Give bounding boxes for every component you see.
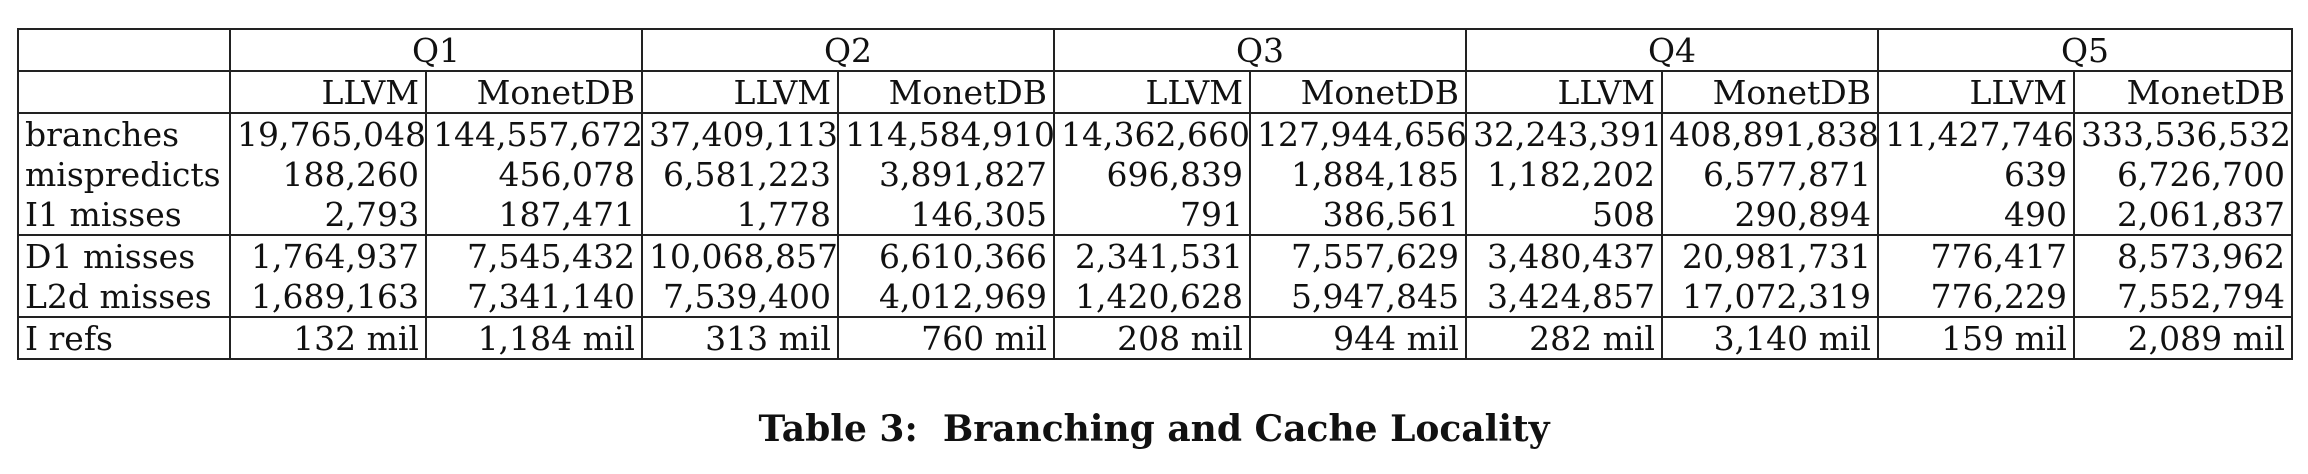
table-cell: 776,417 xyxy=(1877,235,2075,276)
table-cell: 1,184 mil xyxy=(425,317,643,360)
table-cell: 127,944,656 xyxy=(1249,113,1467,154)
table-cell: 2,793 xyxy=(229,194,427,236)
system-header-monetdb: MonetDB xyxy=(1661,71,1879,114)
system-header-monetdb: MonetDB xyxy=(2073,71,2293,114)
query-header-q1: Q1 xyxy=(229,28,643,72)
table-cell: 19,765,048 xyxy=(229,113,427,154)
table-cell: 6,577,871 xyxy=(1661,154,1879,194)
table-cell: 6,581,223 xyxy=(641,154,839,194)
query-header-q4: Q4 xyxy=(1465,28,1879,72)
table-cell: 7,539,400 xyxy=(641,276,839,318)
query-header-q2: Q2 xyxy=(641,28,1055,72)
system-header-llvm: LLVM xyxy=(229,71,427,114)
table-cell: 290,894 xyxy=(1661,194,1879,236)
table-cell: 187,471 xyxy=(425,194,643,236)
table-cell: 17,072,319 xyxy=(1661,276,1879,318)
table-cell: 760 mil xyxy=(837,317,1055,360)
table-cell: 6,726,700 xyxy=(2073,154,2293,194)
caption-text: Branching and Cache Locality xyxy=(942,408,1550,450)
table-cell: 146,305 xyxy=(837,194,1055,236)
system-header-llvm: LLVM xyxy=(1053,71,1251,114)
table-cell: 944 mil xyxy=(1249,317,1467,360)
table-row: I refs 132 mil 1,184 mil 313 mil 760 mil 208 … xyxy=(17,317,2293,360)
table-cell: 313 mil xyxy=(641,317,839,360)
table-cell: 2,089 mil xyxy=(2073,317,2293,360)
query-header-q3: Q3 xyxy=(1053,28,1467,72)
query-header-row: Q1 Q2 Q3 Q4 Q5 xyxy=(17,28,2293,72)
table-cell: 7,545,432 xyxy=(425,235,643,276)
table-cell: 4,012,969 xyxy=(837,276,1055,318)
table-cell: 7,552,794 xyxy=(2073,276,2293,318)
table-cell: 10,068,857 xyxy=(641,235,839,276)
table-cell: 3,480,437 xyxy=(1465,235,1663,276)
table-row: branches 19,765,048 144,557,672 37,409,113 1… xyxy=(17,113,2293,154)
table-cell: 11,427,746 xyxy=(1877,113,2075,154)
table-row: D1 misses 1,764,937 7,545,432 10,068,857 6,6… xyxy=(17,235,2293,276)
row-label: mispredicts xyxy=(17,154,231,194)
row-label: branches xyxy=(17,113,231,154)
table-cell: 508 xyxy=(1465,194,1663,236)
table-cell: 791 xyxy=(1053,194,1251,236)
table-cell: 776,229 xyxy=(1877,276,2075,318)
table-cell: 3,424,857 xyxy=(1465,276,1663,318)
table-cell: 5,947,845 xyxy=(1249,276,1467,318)
table-cell: 188,260 xyxy=(229,154,427,194)
query-header-q5: Q5 xyxy=(1877,28,2293,72)
table-cell: 490 xyxy=(1877,194,2075,236)
table-cell: 1,884,185 xyxy=(1249,154,1467,194)
table-cell: 2,341,531 xyxy=(1053,235,1251,276)
row-label: D1 misses xyxy=(17,235,231,276)
table-cell: 1,689,163 xyxy=(229,276,427,318)
table-cell: 3,140 mil xyxy=(1661,317,1879,360)
table-cell: 2,061,837 xyxy=(2073,194,2293,236)
table-cell: 8,573,962 xyxy=(2073,235,2293,276)
table-row: L2d misses 1,689,163 7,341,140 7,539,400 4,0… xyxy=(17,276,2293,318)
cache-locality-table: Q1 Q2 Q3 Q4 Q5 LLVM MonetDB LLVM MonetDB LLVM Mone… xyxy=(17,28,2293,360)
row-label: L2d misses xyxy=(17,276,231,318)
table-cell: 639 xyxy=(1877,154,2075,194)
table-row: I1 misses 2,793 187,471 1,778 146,305 791 386,… xyxy=(17,194,2293,236)
table-row: mispredicts 188,260 456,078 6,581,223 3,891,… xyxy=(17,154,2293,194)
system-header-llvm: LLVM xyxy=(1465,71,1663,114)
table-cell: 6,610,366 xyxy=(837,235,1055,276)
system-header-monetdb: MonetDB xyxy=(425,71,643,114)
table-cell: 282 mil xyxy=(1465,317,1663,360)
system-header-row: LLVM MonetDB LLVM MonetDB LLVM MonetDB LLVM Mon… xyxy=(17,71,2293,114)
table-cell: 208 mil xyxy=(1053,317,1251,360)
table-caption: Table 3: Branching and Cache Locality xyxy=(0,408,2308,450)
table-cell: 144,557,672 xyxy=(425,113,643,154)
table-cell: 333,536,532 xyxy=(2073,113,2293,154)
row-label: I1 misses xyxy=(17,194,231,236)
table-cell: 1,420,628 xyxy=(1053,276,1251,318)
table-cell: 37,409,113 xyxy=(641,113,839,154)
table-cell: 20,981,731 xyxy=(1661,235,1879,276)
table-cell: 1,764,937 xyxy=(229,235,427,276)
table-cell: 132 mil xyxy=(229,317,427,360)
table-cell: 408,891,838 xyxy=(1661,113,1879,154)
results-table-container: Q1 Q2 Q3 Q4 Q5 LLVM MonetDB LLVM MonetDB LLVM Mone… xyxy=(17,28,2293,360)
table-cell: 7,557,629 xyxy=(1249,235,1467,276)
table-cell: 696,839 xyxy=(1053,154,1251,194)
table-cell: 3,891,827 xyxy=(837,154,1055,194)
table-cell: 1,182,202 xyxy=(1465,154,1663,194)
table-cell: 159 mil xyxy=(1877,317,2075,360)
table-cell: 32,243,391 xyxy=(1465,113,1663,154)
corner-cell xyxy=(17,71,231,114)
system-header-llvm: LLVM xyxy=(1877,71,2075,114)
table-cell: 7,341,140 xyxy=(425,276,643,318)
table-cell: 386,561 xyxy=(1249,194,1467,236)
corner-cell xyxy=(17,28,231,72)
table-cell: 14,362,660 xyxy=(1053,113,1251,154)
table-cell: 1,778 xyxy=(641,194,839,236)
system-header-monetdb: MonetDB xyxy=(1249,71,1467,114)
system-header-monetdb: MonetDB xyxy=(837,71,1055,114)
row-label: I refs xyxy=(17,317,231,360)
table-body: Q1 Q2 Q3 Q4 Q5 LLVM MonetDB LLVM MonetDB LLVM Mone… xyxy=(17,28,2293,360)
table-cell: 456,078 xyxy=(425,154,643,194)
system-header-llvm: LLVM xyxy=(641,71,839,114)
table-cell: 114,584,910 xyxy=(837,113,1055,154)
caption-number: Table 3: xyxy=(758,408,918,450)
